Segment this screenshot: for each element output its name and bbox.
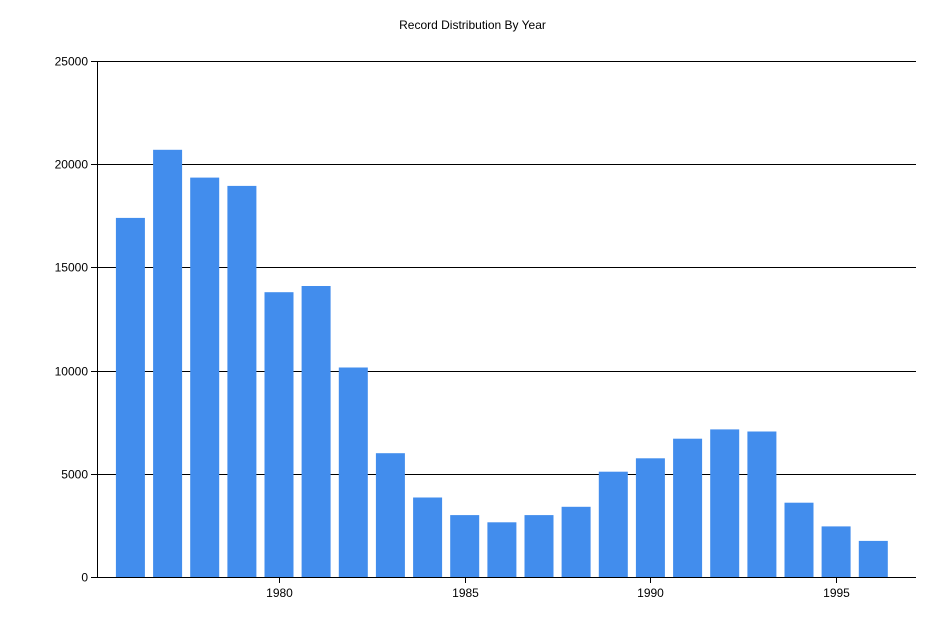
bar-1987 [524, 515, 554, 577]
bar-1976 [115, 217, 145, 577]
bar-1986 [487, 522, 517, 577]
x-tick-label: 1995 [823, 586, 850, 600]
x-tick-label: 1990 [637, 586, 664, 600]
bar-1988 [561, 506, 591, 577]
bar-1996 [858, 540, 888, 577]
chart-title: Record Distribution By Year [399, 18, 546, 32]
bar-1992 [710, 429, 740, 577]
bar-1990 [635, 458, 665, 577]
y-tick-label: 0 [81, 571, 88, 585]
bars [115, 149, 888, 578]
axes [91, 61, 916, 583]
bar-1989 [598, 471, 628, 577]
bar-1978 [190, 177, 220, 577]
bar-1991 [673, 438, 703, 577]
y-tick-label: 25000 [55, 55, 89, 69]
bar-1994 [784, 502, 814, 577]
gridlines [97, 61, 916, 475]
y-tick-label: 5000 [61, 468, 88, 482]
bar-1979 [227, 185, 257, 577]
bar-1985 [450, 515, 480, 577]
bar-1995 [821, 526, 851, 577]
tick-labels: 0 5000 10000 15000 20000 25000 1980 1985 1990 199… [55, 55, 851, 601]
bar-1993 [747, 431, 777, 577]
y-tick-label: 20000 [55, 158, 89, 172]
y-tick-label: 10000 [55, 365, 89, 379]
x-tick-label: 1985 [452, 586, 479, 600]
bar-1982 [338, 367, 368, 577]
bar-1980 [264, 292, 294, 577]
y-tick-label: 15000 [55, 261, 89, 275]
bar-1977 [153, 149, 183, 578]
bar-1981 [301, 286, 331, 577]
x-tick-label: 1980 [266, 586, 293, 600]
bar-1984 [413, 497, 443, 577]
bar-1983 [375, 453, 405, 577]
